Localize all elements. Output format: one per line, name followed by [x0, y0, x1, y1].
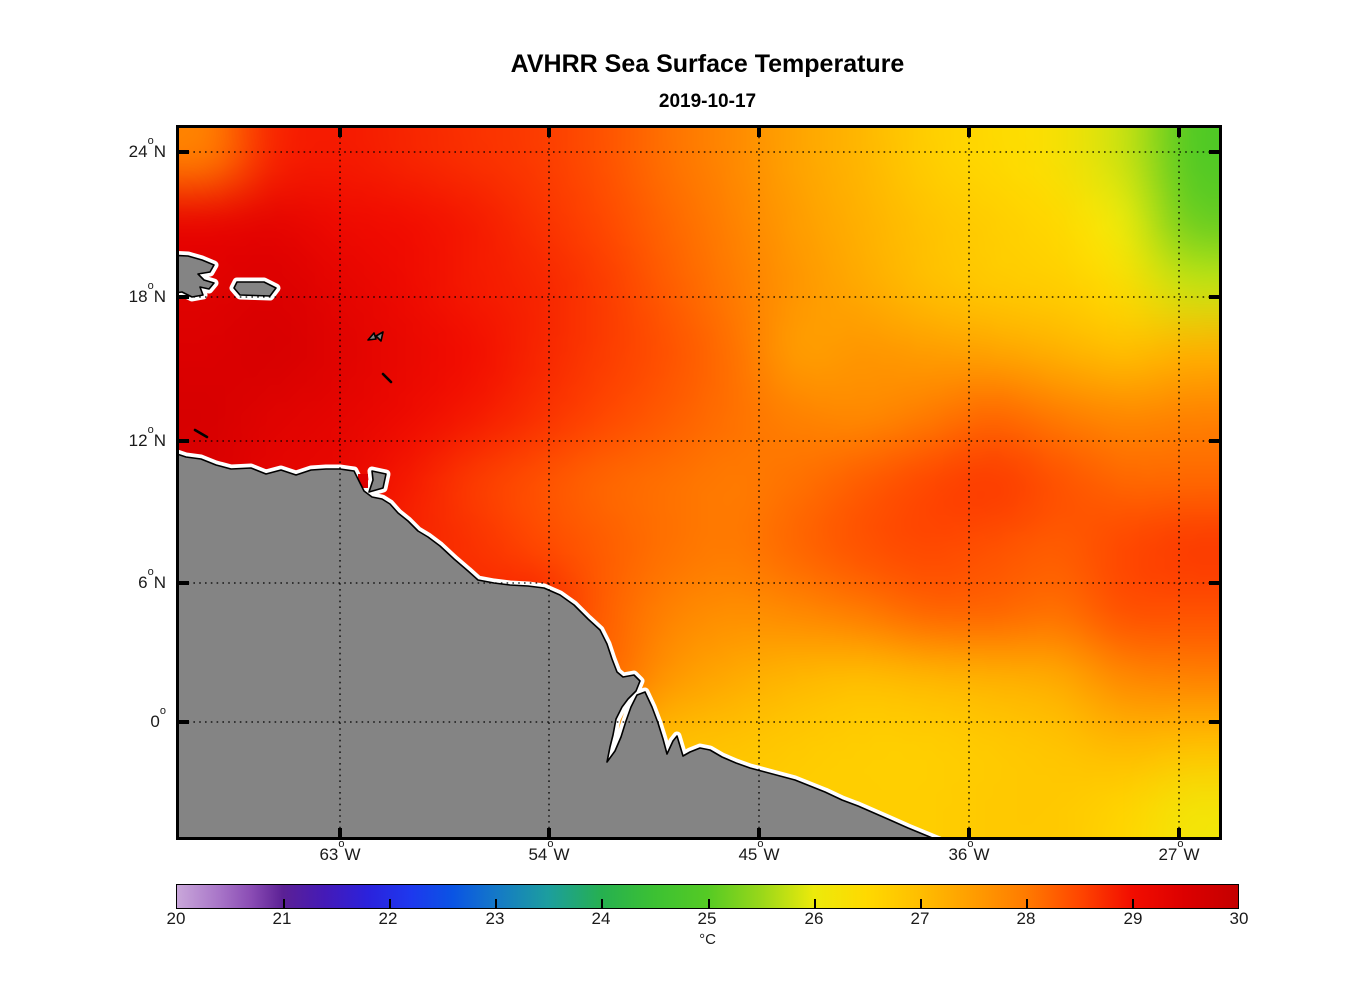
land-group — [176, 254, 940, 840]
colorbar-tick — [601, 899, 604, 908]
colorbar-tick-label: 20 — [166, 909, 186, 928]
colorbar-tick — [919, 899, 922, 908]
lon-tick-label: 63oW — [319, 838, 361, 864]
colorbar-tick-label: 26 — [804, 909, 824, 928]
island-trinidad — [368, 470, 387, 493]
colorbar-tick-label: 28 — [1016, 909, 1036, 928]
colorbar-tick-label: 24 — [591, 909, 611, 928]
colorbar-gradient — [176, 884, 1239, 909]
colorbar-tick-label: 27 — [910, 909, 930, 928]
island-martinique — [381, 372, 393, 384]
lat-tick-label: 12oN — [128, 424, 166, 450]
graticule — [176, 125, 1222, 840]
lat-tick-label: 24oN — [128, 135, 166, 161]
colorbar-unit-label: °C — [699, 931, 716, 948]
gulf-data-patch — [358, 474, 368, 488]
colorbar-tick — [1025, 899, 1028, 908]
colorbar-tick-label: 30 — [1229, 909, 1249, 928]
axis-ticks — [176, 125, 1222, 840]
lon-tick-label: 27oW — [1158, 838, 1200, 864]
figure-title: AVHRR Sea Surface Temperature — [510, 50, 905, 78]
lat-tick-label: 0o — [150, 705, 166, 731]
map-overlay — [176, 125, 1222, 840]
lat-tick-label: 18oN — [128, 280, 166, 306]
island-puerto-rico — [233, 281, 277, 297]
lon-tick-label: 36oW — [948, 838, 990, 864]
land-south-america — [176, 452, 940, 840]
island-guadeloupe-2 — [375, 331, 384, 342]
lon-tick-label: 54oW — [528, 838, 570, 864]
colorbar-tick-label: 25 — [697, 909, 717, 928]
colorbar-tick — [1131, 899, 1134, 908]
island-guadeloupe — [367, 332, 377, 341]
colorbar-tick-label: 29 — [1123, 909, 1143, 928]
colorbar-tick — [707, 899, 710, 908]
colorbar-tick — [389, 899, 392, 908]
colorbar-tick-label: 23 — [485, 909, 505, 928]
axes-frame — [176, 125, 1222, 840]
lon-tick-label: 45oW — [738, 838, 780, 864]
lat-tick-label: 6oN — [138, 566, 166, 592]
small-islands — [193, 372, 393, 439]
colorbar-tick-label: 22 — [378, 909, 398, 928]
island-tobago — [193, 428, 209, 439]
colorbar-tick — [813, 899, 816, 908]
island-hispaniola — [176, 254, 215, 298]
figure-date: 2019-10-17 — [658, 91, 757, 112]
colorbar-tick — [283, 899, 286, 908]
colorbar-tick — [495, 899, 498, 908]
colorbar-tick-label: 21 — [272, 909, 292, 928]
sst-map — [176, 125, 1222, 840]
